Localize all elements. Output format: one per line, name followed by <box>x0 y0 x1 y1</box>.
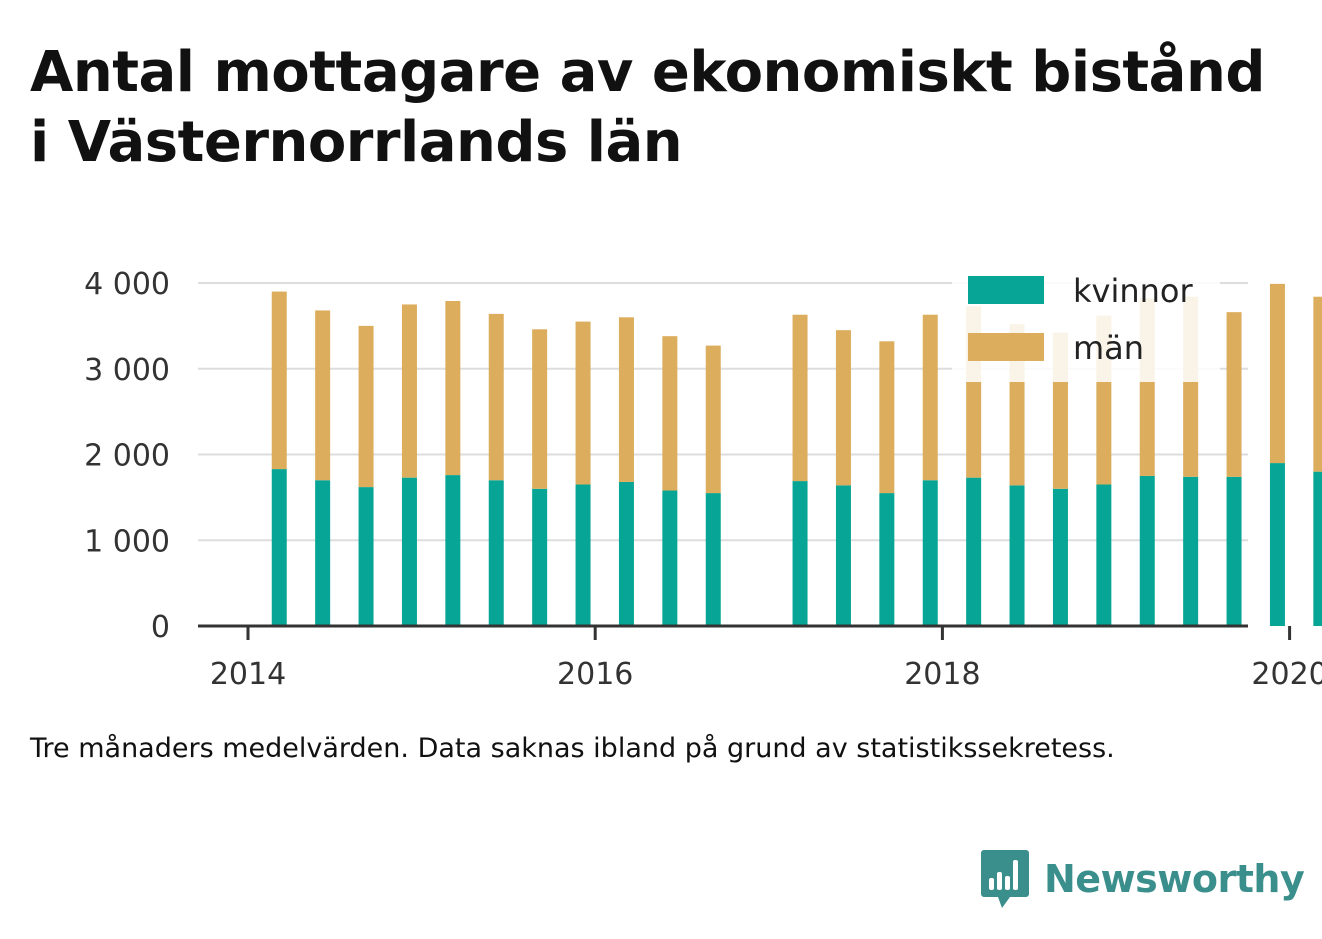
y-tick-label: 1 000 <box>84 524 170 559</box>
brand-logo[interactable]: Newsworthy <box>980 848 1305 910</box>
bar-man <box>315 310 331 481</box>
bar-man <box>705 345 721 494</box>
bar-man <box>1313 296 1322 472</box>
bar-man <box>401 304 417 478</box>
chart-note: Tre månaders medelvärden. Data saknas ib… <box>30 733 1115 764</box>
legend: kvinnor män <box>952 262 1220 382</box>
bar-kvinnor <box>271 469 287 626</box>
y-tick-label: 0 <box>151 610 170 645</box>
bar-kvinnor <box>618 481 634 626</box>
y-tick-label: 3 000 <box>84 353 170 388</box>
bar-kvinnor <box>358 487 374 626</box>
bar-kvinnor <box>488 480 504 626</box>
bar-man <box>532 329 548 489</box>
bar-man <box>1269 283 1285 464</box>
legend-swatch-man <box>968 333 1044 361</box>
bar-man <box>879 341 895 494</box>
bar-kvinnor <box>1009 485 1025 626</box>
bar-man <box>618 317 634 482</box>
bar-kvinnor <box>792 481 808 626</box>
bar-man <box>792 314 808 482</box>
bar-kvinnor <box>662 490 678 626</box>
legend-label-man: män <box>1073 329 1144 367</box>
bar-kvinnor <box>445 475 461 626</box>
bar-man <box>662 336 678 491</box>
bar-man <box>488 313 504 481</box>
bar-kvinnor <box>1313 471 1322 626</box>
bar-kvinnor <box>922 480 938 626</box>
legend-label-kvinnor: kvinnor <box>1073 272 1194 310</box>
chart-title-line-2: i Västernorrlands län <box>30 110 683 175</box>
bar-kvinnor <box>705 493 721 626</box>
bar-kvinnor <box>1269 463 1285 626</box>
x-tick-label: 2016 <box>557 657 633 692</box>
bar-kvinnor <box>315 480 331 626</box>
bar-kvinnor <box>835 485 851 626</box>
bar-man <box>575 321 591 485</box>
x-tick-label: 2014 <box>210 657 286 692</box>
bar-kvinnor <box>1226 476 1242 626</box>
bar-kvinnor <box>1096 484 1112 626</box>
bar-man <box>922 314 938 481</box>
chart-title-line-1: Antal mottagare av ekonomiskt bistånd <box>30 40 1265 105</box>
brand-name: Newsworthy <box>1044 857 1305 901</box>
bar-man <box>1226 312 1242 477</box>
bar-man <box>835 330 851 486</box>
bar-kvinnor <box>532 488 548 626</box>
y-tick-label: 2 000 <box>84 439 170 474</box>
y-axis-ticks: 0 1 000 2 000 3 000 4 000 <box>84 267 170 645</box>
legend-swatch-kvinnor <box>968 276 1044 304</box>
x-tick-label: 2020 <box>1251 657 1322 692</box>
bar-kvinnor <box>1052 488 1068 626</box>
bar-kvinnor <box>401 477 417 626</box>
bar-kvinnor <box>1183 476 1199 626</box>
bar-man <box>271 291 287 470</box>
bar-man <box>445 301 461 476</box>
bar-kvinnor <box>966 477 982 626</box>
bar-kvinnor <box>1139 475 1155 626</box>
x-tick-label: 2018 <box>904 657 980 692</box>
chart-title: Antal mottagare av ekonomiskt bistånd i … <box>30 38 1300 178</box>
x-axis-ticks: 201420162018202020222024 <box>210 626 1322 692</box>
y-tick-label: 4 000 <box>84 267 170 302</box>
bar-kvinnor <box>575 484 591 626</box>
newsworthy-logo-icon <box>981 850 1029 908</box>
bar-man <box>358 325 374 488</box>
bar-kvinnor <box>879 493 895 626</box>
bars <box>271 283 1322 626</box>
